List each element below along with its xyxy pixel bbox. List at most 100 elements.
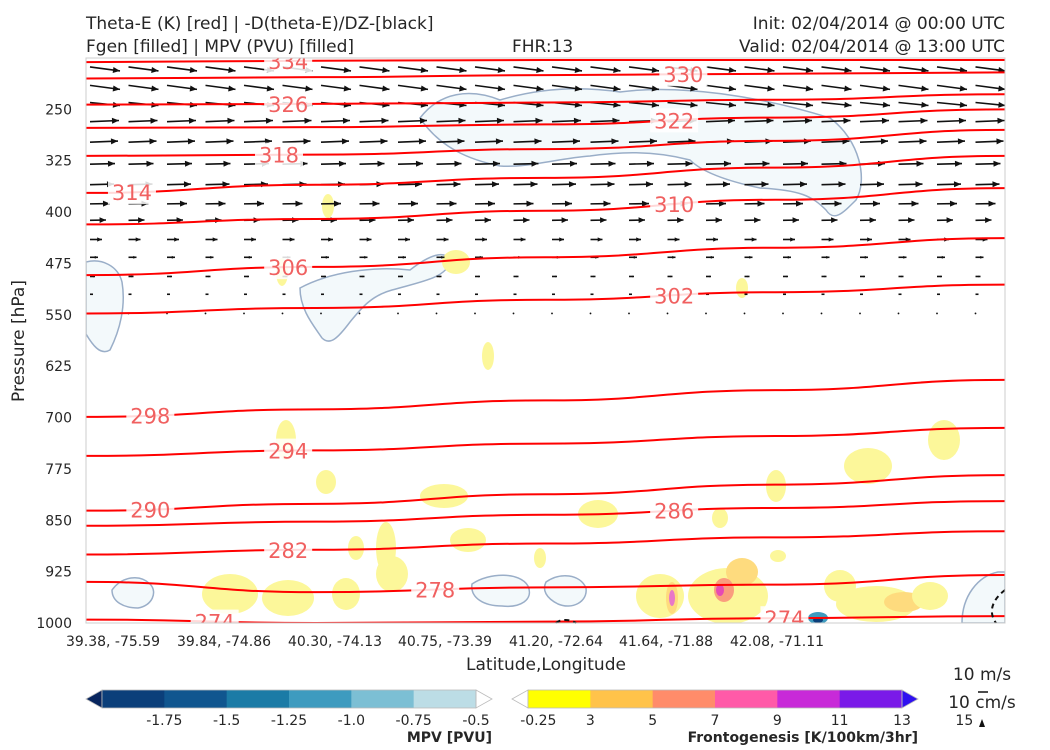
wind-vector-head <box>844 101 852 108</box>
horizontal-wind-scale: 10 m/s <box>953 665 1011 685</box>
wind-vector <box>936 312 938 315</box>
wind-vector-head <box>597 237 603 242</box>
wind-vector-head <box>574 67 582 73</box>
wind-vector <box>1014 85 1044 89</box>
wind-vector-head <box>651 101 659 108</box>
colorbar-tick-label: 15 <box>955 713 973 729</box>
y-tick-label: 1000 <box>36 616 72 632</box>
wind-vectors <box>89 66 1044 315</box>
wind-vector-head <box>636 237 641 242</box>
wind-vector-head <box>176 217 183 224</box>
colorbar-tick-label: 9 <box>773 713 782 729</box>
wind-vector-head <box>757 200 765 207</box>
wind-vector-head <box>864 255 868 259</box>
wind-vector-head <box>366 237 372 242</box>
wind-vector-head <box>941 255 945 259</box>
colorbar-swatch <box>289 690 352 708</box>
wind-vector-head <box>402 255 406 259</box>
wind-vector-head <box>959 85 967 92</box>
wind-vector-head <box>792 217 799 224</box>
wind-vector <box>782 312 784 315</box>
x-tick-label: 42.08, -71.11 <box>730 634 824 650</box>
wind-vector-head <box>534 138 542 145</box>
wind-vector-head <box>495 138 503 145</box>
wind-vector-head <box>343 67 351 73</box>
wind-vector-head <box>245 293 247 295</box>
wind-vector-head <box>881 117 889 124</box>
wind-vector-head <box>761 181 769 188</box>
wind-vector-head <box>790 237 795 242</box>
plot-frame <box>85 57 1006 624</box>
wind-vector-head <box>325 255 329 259</box>
wind-vector <box>1014 103 1044 106</box>
wind-vector-head <box>210 255 214 259</box>
wind-vector-head <box>834 200 842 207</box>
wind-vector-head <box>441 255 445 259</box>
wind-vector <box>204 312 207 315</box>
wind-vector-head <box>959 101 967 108</box>
theta-e-contour <box>86 237 1005 277</box>
wind-vector-head <box>684 181 692 188</box>
wind-vector-head <box>171 255 175 259</box>
wind-vector-head <box>497 85 505 92</box>
contour-label-bg <box>650 192 699 217</box>
wind-vector <box>589 312 592 315</box>
init-time: Init: 02/04/2014 @ 00:00 UTC <box>752 14 1005 34</box>
wind-vector-head <box>342 117 350 124</box>
wind-vector-head <box>484 217 491 224</box>
wind-vector-head <box>880 138 888 145</box>
wind-vector <box>243 312 245 315</box>
wind-vector-head <box>226 138 234 145</box>
wind-vector-head <box>492 160 500 167</box>
wind-vector-head <box>993 160 1001 167</box>
wind-vector-head <box>222 181 230 188</box>
wind-vector-head <box>449 200 457 207</box>
wind-vector <box>705 312 707 315</box>
y-tick-label: 250 <box>45 102 72 118</box>
colorbar-extend-left <box>511 689 529 709</box>
theta-e-contour-label: 274 <box>195 611 235 635</box>
theta-e-contour <box>86 108 1005 129</box>
title-line-1: Theta-E (K) [red] | -D(theta-E)/DZ-[blac… <box>86 14 434 34</box>
theta-e-contour-label: 282 <box>268 539 308 563</box>
wind-vector-head <box>561 217 568 224</box>
wind-vector-head <box>170 275 172 278</box>
wind-vector-head <box>574 85 582 92</box>
wind-vector <box>628 312 630 315</box>
theta-e-contour <box>86 154 1005 194</box>
wind-vector-head <box>746 293 748 295</box>
wind-vector-head <box>592 293 594 295</box>
colorbar-tick-label: 5 <box>648 713 657 729</box>
wind-vector-head <box>613 67 621 73</box>
wind-vector-head <box>187 138 195 145</box>
wind-vector <box>1014 141 1042 142</box>
wind-vector-head <box>380 138 388 145</box>
wind-vector-head <box>608 160 616 167</box>
wind-vector-head <box>174 237 179 242</box>
y-tick-label: 850 <box>45 513 72 529</box>
wind-vector-head <box>553 293 555 295</box>
wind-vector-head <box>882 101 890 108</box>
wind-vector-head <box>401 275 403 278</box>
wind-vector <box>474 312 476 315</box>
x-axis-label: Latitude,Longitude <box>466 655 626 675</box>
wind-vector-head <box>453 181 461 188</box>
wind-vector-head <box>439 275 442 278</box>
wind-vector-head <box>690 85 698 92</box>
colorbar-swatch <box>652 690 716 708</box>
wind-vector-head <box>459 85 467 92</box>
wind-vector-head <box>476 293 478 295</box>
wind-vector-head <box>151 67 159 73</box>
theta-e-contour-label: 302 <box>654 284 694 308</box>
wind-vector-head <box>710 255 714 259</box>
wind-vector-head <box>690 101 698 108</box>
wind-vector-head <box>843 117 851 124</box>
wind-vector-head <box>998 101 1005 108</box>
wind-vector-head <box>112 67 120 73</box>
wind-vector-head <box>188 117 196 124</box>
frontogenesis-blobs <box>202 194 960 623</box>
wind-vector-head <box>997 117 1005 124</box>
wind-vector-head <box>784 293 786 295</box>
wind-vector-head <box>992 181 1000 188</box>
wind-vector-head <box>443 237 449 242</box>
